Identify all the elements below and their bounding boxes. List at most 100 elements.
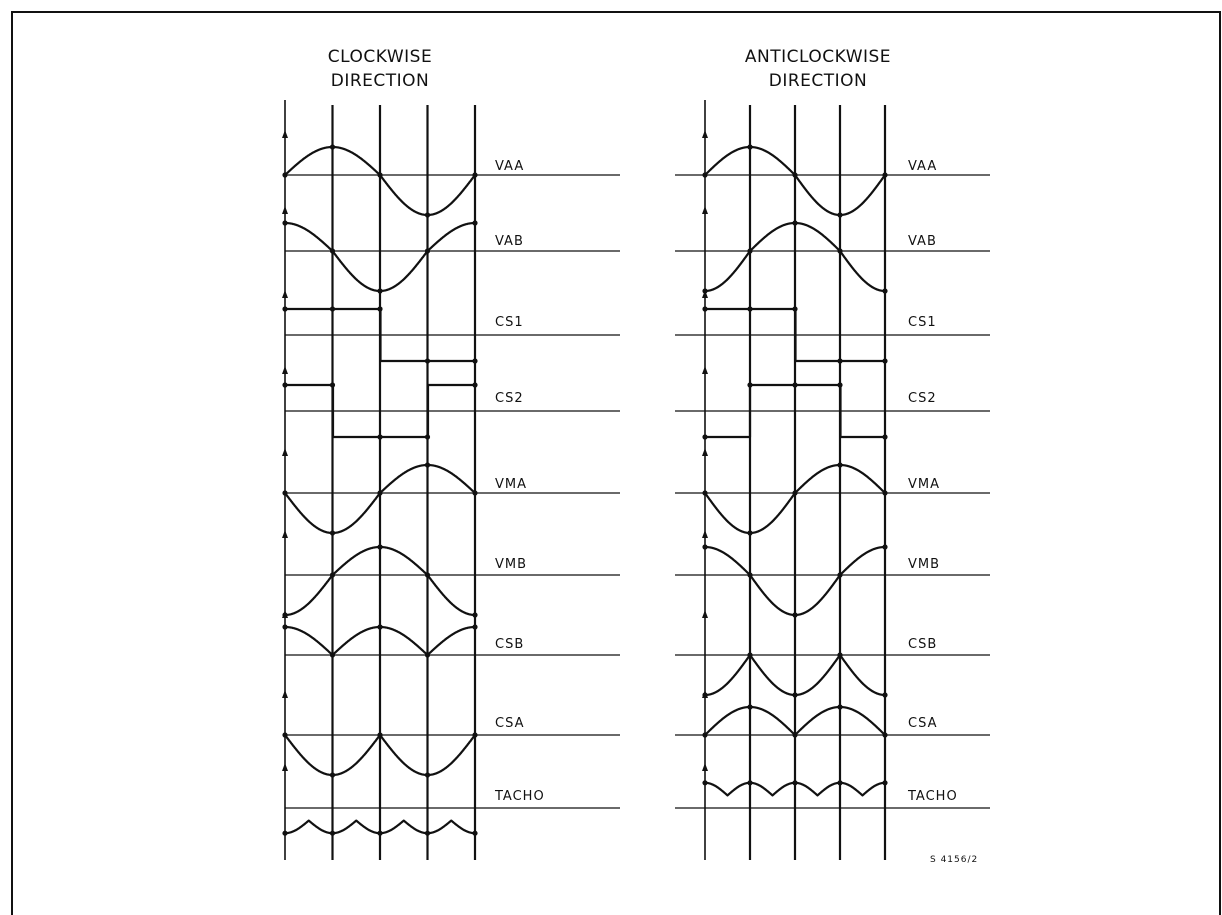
clockwise-marker-tacho-3: [424, 830, 431, 836]
clockwise-marker-vab-4: [472, 220, 478, 226]
anticlockwise-label-tacho: TACHO: [907, 789, 958, 804]
clockwise-marker-tacho-0: [282, 830, 288, 836]
anticlockwise-marker-csa-1: [747, 704, 753, 710]
clockwise-label-cs1: CS1: [495, 315, 524, 330]
anticlockwise-label-vmb: VMB: [908, 557, 940, 572]
anticlockwise-marker-cs1-0: [702, 306, 708, 312]
anticlockwise-marker-vaa-4: [882, 172, 888, 178]
clockwise-marker-vab-3: [424, 248, 431, 254]
anticlockwise-marker-cs2-3: [837, 382, 843, 388]
clockwise-marker-csb-3: [424, 652, 431, 658]
anticlockwise-marker-csb-3: [837, 652, 843, 658]
clockwise-label-csa: CSA: [495, 716, 524, 731]
anticlockwise-labels: VAA VAB CS1 CS2 VMA VMB CSB CSA TACHO: [907, 159, 958, 804]
anticlockwise-marker-cs2-1: [747, 382, 753, 388]
anticlockwise-title-line1: ANTICLOCKWISE: [745, 47, 891, 67]
anticlockwise-label-vma: VMA: [908, 477, 940, 492]
panel-anticlockwise: ANTICLOCKWISE DIRECTION VAA VAB CS1 CS2 …: [675, 47, 990, 860]
anticlockwise-marker-vab-3: [837, 248, 843, 254]
clockwise-marker-tacho-2: [377, 830, 383, 836]
anticlockwise-marker-tacho-1: [747, 780, 753, 786]
anticlockwise-marker-cs1-1: [747, 306, 753, 312]
anticlockwise-marker-tacho-0: [702, 780, 708, 786]
clockwise-waveforms: [282, 100, 620, 860]
anticlockwise-axis-arrow-vmb: [702, 530, 708, 538]
anticlockwise-marker-csb-1: [747, 652, 753, 658]
clockwise-marker-tacho-1: [329, 830, 336, 836]
anticlockwise-label-cs1: CS1: [908, 315, 937, 330]
clockwise-marker-cs2-0: [282, 382, 288, 388]
anticlockwise-marker-vab-4: [882, 288, 888, 294]
anticlockwise-marker-csa-2: [792, 732, 798, 738]
anticlockwise-marker-cs1-4: [882, 358, 888, 364]
anticlockwise-label-vab: VAB: [908, 234, 937, 249]
anticlockwise-marker-cs2-0: [702, 434, 708, 440]
anticlockwise-marker-tacho-4: [882, 780, 888, 786]
anticlockwise-marker-vma-0: [702, 490, 708, 496]
anticlockwise-marker-vmb-4: [882, 544, 888, 550]
anticlockwise-title-line2: DIRECTION: [769, 71, 868, 91]
clockwise-marker-vaa-3: [424, 212, 431, 218]
clockwise-marker-vmb-2: [377, 544, 383, 550]
anticlockwise-marker-tacho-2: [792, 780, 798, 786]
anticlockwise-marker-vma-3: [837, 462, 843, 468]
clockwise-marker-vma-3: [424, 462, 431, 468]
clockwise-title-line2: DIRECTION: [331, 71, 430, 91]
panel-clockwise: CLOCKWISE DIRECTION VAA VAB CS1 CS2 VMA …: [282, 47, 620, 860]
anticlockwise-axis-arrow-vaa: [702, 130, 708, 138]
anticlockwise-label-csb: CSB: [908, 637, 937, 652]
figure-border: [11, 11, 1221, 915]
anticlockwise-axis-arrow-csa: [702, 690, 708, 698]
figure-reference: S 4156/2: [930, 855, 978, 865]
clockwise-marker-vab-1: [329, 248, 336, 254]
clockwise-marker-tacho-4: [472, 830, 478, 836]
clockwise-label-csb: CSB: [495, 637, 524, 652]
anticlockwise-marker-vmb-3: [837, 572, 843, 578]
anticlockwise-axis-arrow-csb: [702, 610, 708, 618]
clockwise-marker-vma-0: [282, 490, 288, 496]
clockwise-marker-vaa-4: [472, 172, 478, 178]
anticlockwise-marker-csb-2: [792, 692, 798, 698]
clockwise-title-line1: CLOCKWISE: [328, 47, 432, 67]
clockwise-labels: VAA VAB CS1 CS2 VMA VMB CSB CSA TACHO: [494, 159, 545, 804]
clockwise-label-vaa: VAA: [495, 159, 524, 174]
clockwise-axis-arrow-vma: [282, 448, 288, 456]
clockwise-marker-csb-1: [329, 652, 336, 658]
clockwise-axis-arrow-vab: [282, 206, 288, 214]
clockwise-marker-csb-2: [377, 624, 383, 630]
clockwise-marker-csb-0: [282, 624, 288, 630]
clockwise-marker-cs2-2: [377, 434, 383, 440]
anticlockwise-marker-tacho-3: [837, 780, 843, 786]
clockwise-label-cs2: CS2: [495, 391, 524, 406]
anticlockwise-marker-csa-4: [882, 732, 888, 738]
anticlockwise-axis-arrow-vma: [702, 448, 708, 456]
anticlockwise-axis-arrow-vab: [702, 206, 708, 214]
clockwise-axis-arrow-vaa: [282, 130, 288, 138]
clockwise-label-vab: VAB: [495, 234, 524, 249]
clockwise-marker-cs2-1: [329, 382, 336, 388]
anticlockwise-marker-vmb-2: [792, 612, 798, 618]
clockwise-marker-vma-4: [472, 490, 478, 496]
clockwise-marker-csa-3: [424, 772, 431, 778]
anticlockwise-label-cs2: CS2: [908, 391, 937, 406]
clockwise-marker-cs1-1: [329, 306, 336, 312]
anticlockwise-axis-arrow-tacho: [702, 763, 708, 771]
clockwise-label-tacho: TACHO: [494, 789, 545, 804]
clockwise-axis-arrow-vmb: [282, 530, 288, 538]
anticlockwise-marker-cs2-2: [792, 382, 798, 388]
anticlockwise-marker-vmb-1: [747, 572, 753, 578]
anticlockwise-marker-vaa-0: [702, 172, 708, 178]
clockwise-axis-arrow-cs2: [282, 366, 288, 374]
clockwise-marker-csa-2: [377, 732, 383, 738]
clockwise-marker-vma-2: [377, 490, 383, 496]
clockwise-marker-vab-0: [282, 220, 288, 226]
anticlockwise-marker-vaa-2: [792, 172, 798, 178]
clockwise-marker-csa-0: [282, 732, 288, 738]
clockwise-marker-csa-4: [472, 732, 478, 738]
anticlockwise-marker-csb-4: [882, 692, 888, 698]
anticlockwise-marker-vma-1: [747, 530, 753, 536]
clockwise-marker-vab-2: [377, 288, 383, 294]
clockwise-axis-arrow-cs1: [282, 290, 288, 298]
anticlockwise-marker-cs1-2: [792, 306, 798, 312]
